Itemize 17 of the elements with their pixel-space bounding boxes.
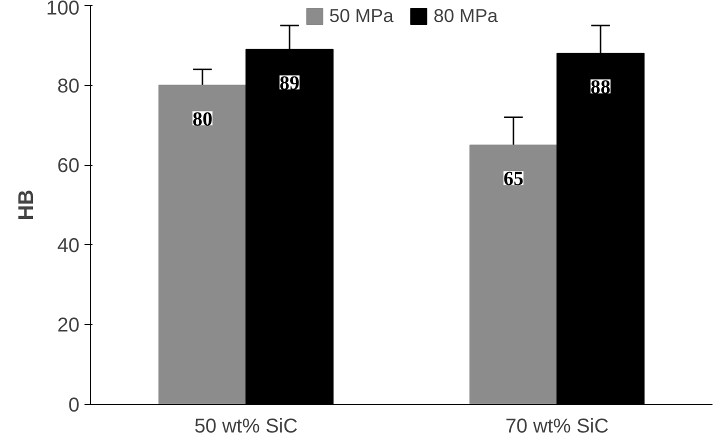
x-tick-label: 50 wt% SiC xyxy=(194,416,298,438)
y-tick-label: 0 xyxy=(68,394,80,416)
y-tick-label: 80 xyxy=(57,75,80,98)
y-tick-label: 40 xyxy=(57,234,80,257)
data-label: 89 xyxy=(280,72,300,94)
data-label: 80 xyxy=(192,108,212,130)
legend-label: 80 MPa xyxy=(434,5,498,27)
data-label: 88 xyxy=(590,76,611,98)
bar xyxy=(469,144,558,404)
y-tick-label: 20 xyxy=(57,314,80,337)
y-tick-label: 60 xyxy=(57,155,80,178)
bar xyxy=(158,84,246,404)
y-tick-label: 100 xyxy=(46,0,80,20)
data-label: 65 xyxy=(503,168,524,190)
legend-label: 50 MPa xyxy=(329,5,394,27)
x-tick-label: 70 wt% SiC xyxy=(505,416,609,438)
y-axis-title: HB xyxy=(14,190,38,220)
